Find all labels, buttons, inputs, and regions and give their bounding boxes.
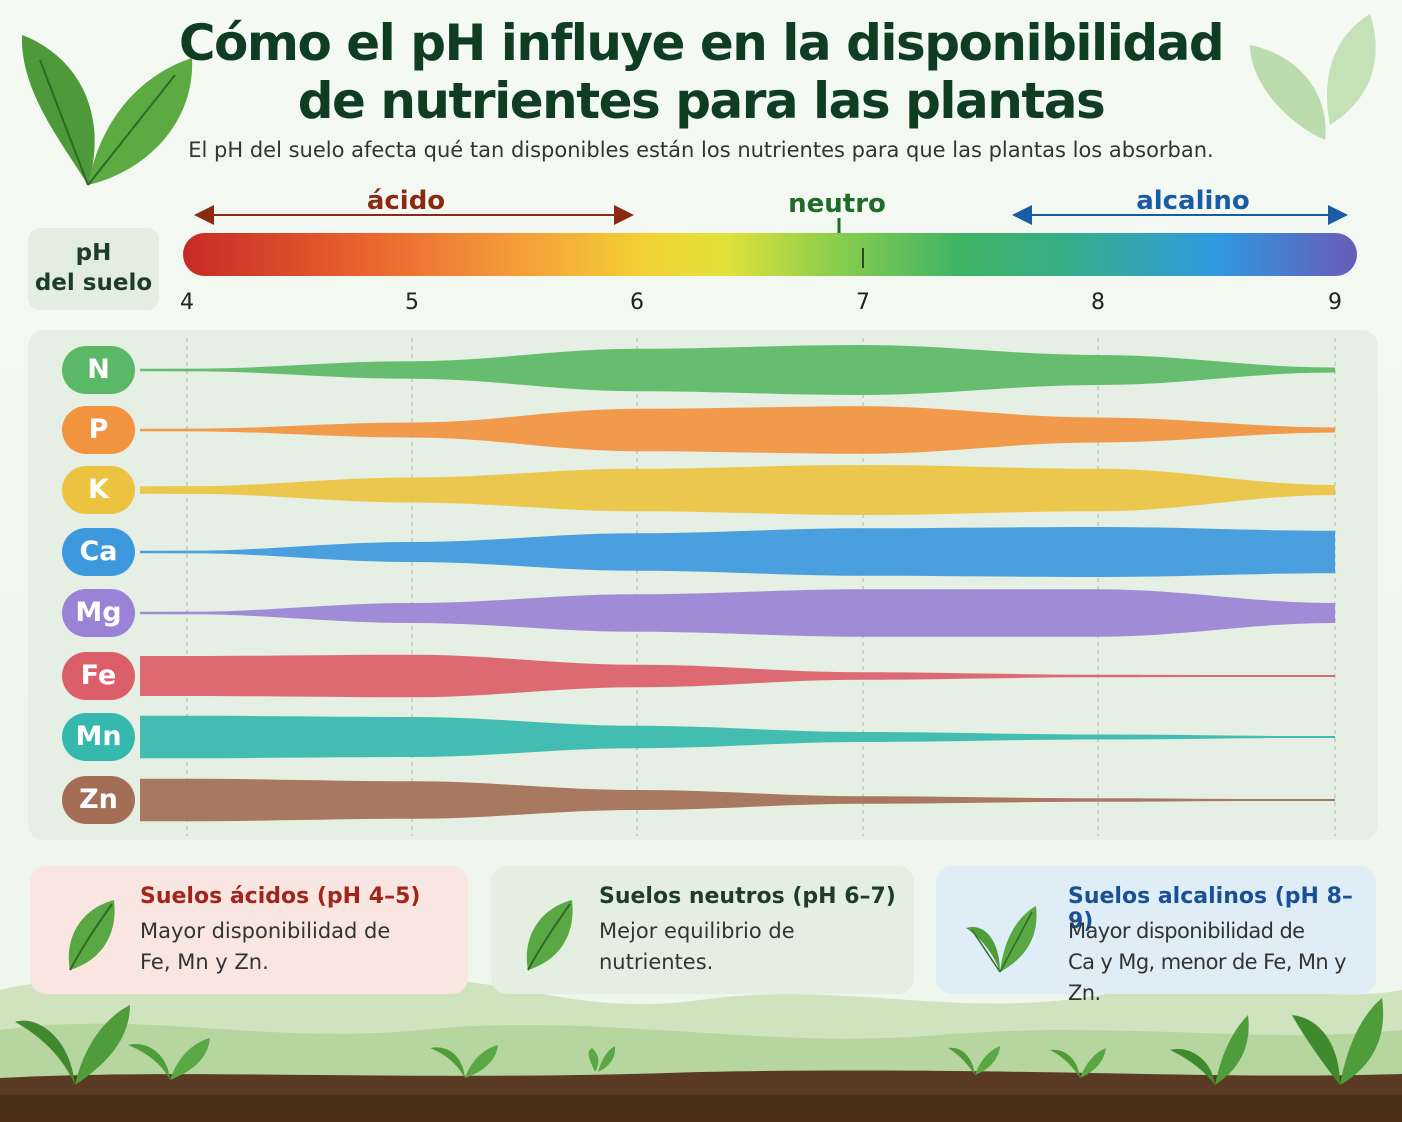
sprout-icon [15, 1005, 130, 1085]
sprout-icon [1170, 1015, 1249, 1085]
nutrient-badge-mn: Mn [62, 713, 135, 761]
band-n [140, 345, 1335, 395]
page-subtitle: El pH del suelo afecta qué tan disponibl… [188, 138, 1214, 162]
card-text-line-2: Fe, Mn y Zn. [140, 950, 269, 974]
nutrient-badge-ca: Ca [62, 528, 135, 576]
title-line-1: Cómo el pH influye en la disponibilidad [178, 14, 1225, 72]
ph-label-line-1: pH [75, 240, 112, 266]
band-fe [140, 654, 1335, 698]
card-text: Mejor equilibrio de nutrientes. [599, 916, 795, 978]
title-line-2: de nutrientes para las plantas [297, 72, 1106, 130]
card-text: Mayor disponibilidad de Ca y Mg, menor de… [1068, 916, 1376, 1009]
alkaline-label: alcalino [1136, 186, 1250, 216]
band-mg [140, 589, 1335, 637]
card-text-line-1: Mejor equilibrio de [599, 919, 795, 943]
page-title: Cómo el pH influye en la disponibilidad … [0, 14, 1402, 130]
ph-label-line-2: del suelo [34, 270, 153, 296]
tick-label-4: 4 [180, 290, 194, 315]
nutrient-badge-fe: Fe [62, 652, 135, 700]
sprout-icon [128, 1038, 210, 1080]
band-p [140, 406, 1335, 454]
card-text-line-1: Mayor disponibilidad de [140, 919, 391, 943]
neutral-label: neutro [788, 189, 886, 219]
sprout-icon [430, 1045, 498, 1078]
sprout-icon [1050, 1048, 1106, 1078]
card-text-line-2: nutrientes. [599, 950, 714, 974]
leaf-icon [1250, 14, 1376, 140]
nutrient-badge-mg: Mg [62, 589, 135, 637]
card-text-line-1: Mayor disponibilidad de [1068, 919, 1305, 943]
summary-card: Suelos alcalinos (pH 8–9) Mayor disponibi… [936, 866, 1376, 1005]
tick-label-6: 6 [630, 290, 644, 315]
band-mn [140, 715, 1335, 759]
tick-label-8: 8 [1091, 290, 1105, 315]
tick-label-7: 7 [856, 290, 870, 315]
leaf-icon [62, 894, 122, 978]
tick-label-5: 5 [405, 290, 419, 315]
nutrient-badge-k: K [62, 466, 135, 514]
acid-label: ácido [367, 186, 445, 216]
card-title: Suelos ácidos (pH 4–5) [140, 884, 421, 909]
sprout-icon [1292, 998, 1384, 1085]
tick-label-9: 9 [1328, 290, 1342, 315]
card-text: Mayor disponibilidad de Fe, Mn y Zn. [140, 916, 390, 978]
card-text-line-2: Ca y Mg, menor de Fe, Mn y Zn. [1068, 950, 1347, 1005]
summary-card: Suelos ácidos (pH 4–5) Mayor disponibilid… [30, 866, 468, 994]
card-title: Suelos alcalinos (pH 8–9) [1068, 884, 1353, 934]
band-zn [140, 778, 1335, 822]
nutrient-badge-p: P [62, 406, 135, 454]
leaf-icon [520, 894, 580, 978]
ph-axis-label: pH del suelo [28, 228, 159, 310]
sprout-icon [962, 888, 1042, 982]
band-ca [140, 527, 1335, 577]
nutrient-availability-chart [140, 338, 1336, 836]
summary-card: Suelos neutros (pH 6–7) Mejor equilibrio … [491, 866, 914, 994]
ph-scale: ácido neutro alcalino 4 5 6 7 8 9 [180, 186, 1357, 315]
ph-gradient-bar [183, 233, 1357, 276]
sprout-icon [948, 1046, 1000, 1075]
leaf-icon [21, 35, 193, 186]
sprout-icon [588, 1046, 616, 1072]
band-k [140, 465, 1335, 515]
nutrient-badge-n: N [62, 346, 135, 394]
nutrient-badge-zn: Zn [62, 776, 135, 824]
card-title: Suelos neutros (pH 6–7) [599, 884, 896, 909]
